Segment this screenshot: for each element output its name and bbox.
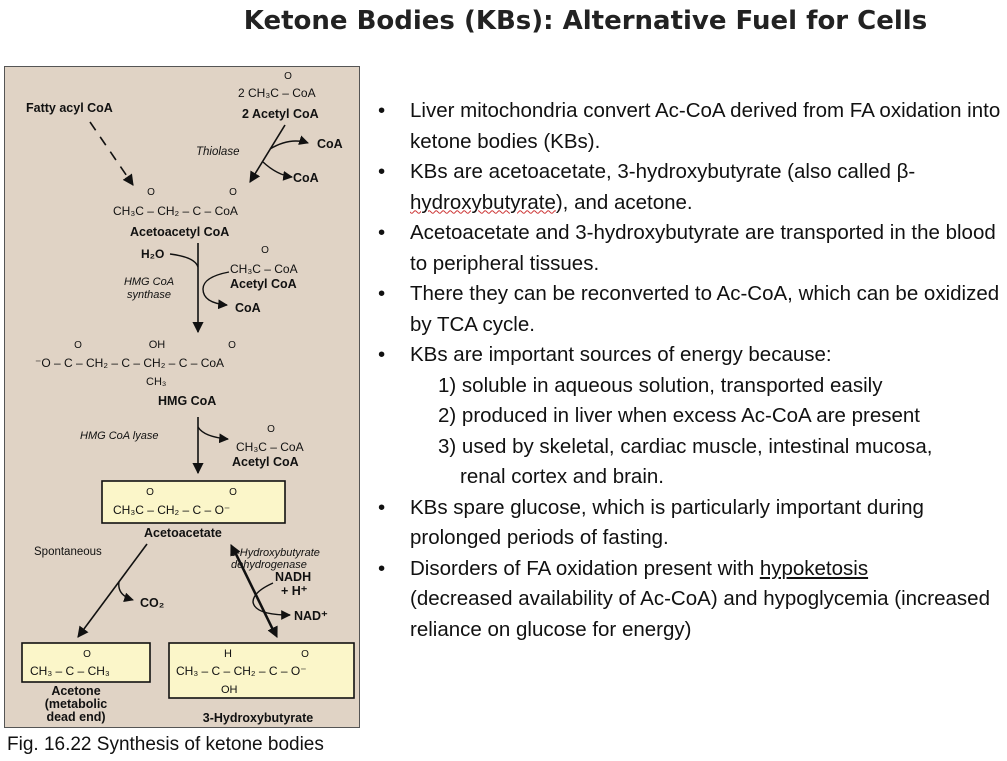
- hb-formula: CH₃ – C – CH₂ – C – O⁻: [176, 664, 307, 678]
- acetone-label-3: dead end): [46, 710, 105, 724]
- bullet-text: There they can be reconverted to Ac-CoA,…: [410, 282, 1000, 336]
- bullet-text: KBs are acetoacetate, 3-hydroxybutyrate …: [410, 160, 916, 183]
- hmg-formula: ⁻O – C – CH₂ – C – CH₂ – C – CoA: [35, 356, 224, 370]
- dehydrogenase-arrow-reverse: [235, 552, 278, 639]
- bullet-text-spellcheck: hypoketosis: [759, 556, 869, 580]
- acetyl-formula-2: CH₃C – CoA: [236, 440, 304, 454]
- hb-oh-label: OH: [221, 684, 238, 696]
- page-title: Ketone Bodies (KBs): Alternative Fuel fo…: [0, 6, 1007, 36]
- bullet-item: Acetoacetate and 3-hydroxybutyrate are t…: [378, 218, 1003, 279]
- water-label: H₂O: [141, 247, 164, 261]
- two-acetyl-formula: 2 CH₃C – CoA: [238, 86, 316, 100]
- acetyl-label-1: Acetyl CoA: [230, 277, 297, 291]
- coa-release-arrow-2: [262, 161, 293, 181]
- hmg-oh-label: OH: [149, 339, 166, 351]
- coa-label-2: CoA: [293, 171, 319, 185]
- bullet-list: Liver mitochondria convert Ac-CoA derive…: [378, 96, 1003, 645]
- bullet-item: Disorders of FA oxidation present with h…: [378, 554, 1003, 646]
- oxygen-label: O: [229, 187, 237, 198]
- spontaneous-arrow: [77, 543, 148, 638]
- coa-release-arrow: [269, 135, 309, 150]
- hmg-label: HMG CoA: [158, 394, 216, 408]
- bullet-text: Liver mitochondria convert Ac-CoA derive…: [410, 99, 1001, 153]
- dehydrogenase-label: 3-Hydroxybutyrate: [230, 547, 320, 559]
- co2-arrow: [118, 581, 134, 603]
- oxygen-label: O: [147, 187, 155, 198]
- hb-h-label: H: [224, 648, 232, 660]
- acetoacetyl-label: Acetoacetyl CoA: [130, 225, 229, 239]
- acetyl-formula-1: CH₃C – CoA: [230, 262, 298, 276]
- bullet-item: KBs are important sources of energy beca…: [378, 340, 1003, 493]
- fatty-acyl-label: Fatty acyl CoA: [26, 101, 113, 115]
- dehydrogenase-label-2: dehydrogenase: [231, 559, 307, 571]
- hmg-ch3-label: CH₃: [146, 376, 166, 388]
- bullet-item: KBs spare glucose, which is particularly…: [378, 493, 1003, 554]
- water-in-arrow: [169, 253, 199, 268]
- thiolase-label: Thiolase: [196, 146, 239, 158]
- acetone-label-2: (metabolic: [45, 697, 108, 711]
- bullet-text: Acetoacetate and 3-hydroxybutyrate are t…: [410, 221, 996, 275]
- hmg-synthase-label: HMG CoA: [124, 276, 174, 288]
- acetyl-coa-out-arrow: [197, 426, 229, 444]
- acetone-formula: CH₃ – C – CH₃: [30, 664, 110, 678]
- hydroxybutyrate-label: 3-Hydroxybutyrate: [203, 711, 313, 725]
- acetoacetate-formula: CH₃C – CH₂ – C – O⁻: [113, 503, 230, 517]
- sub-item: 1) soluble in aqueous solution, transpor…: [438, 373, 883, 397]
- spontaneous-label: Spontaneous: [34, 546, 102, 558]
- oxygen-label: O: [146, 487, 154, 498]
- figure-caption: Fig. 16.22 Synthesis of ketone bodies: [7, 734, 324, 755]
- oxygen-label: O: [228, 340, 236, 351]
- title-text: Ketone Bodies (KBs): Alternative Fuel fo…: [243, 6, 928, 36]
- acetyl-label-2: Acetyl CoA: [232, 455, 299, 469]
- bullet-text: (decreased availability of Ac-CoA) and h…: [410, 587, 990, 641]
- bullet-item: KBs are acetoacetate, 3-hydroxybutyrate …: [378, 157, 1003, 218]
- hmg-lyase-label: HMG CoA lyase: [80, 430, 158, 442]
- bullet-text: KBs are important sources of energy beca…: [410, 343, 832, 366]
- oxygen-label: O: [301, 649, 309, 660]
- bullet-text: Disorders of FA oxidation present with: [410, 556, 760, 580]
- hydroxybutyrate-box: [168, 642, 355, 699]
- acetone-box: [21, 642, 151, 683]
- acetoacetyl-formula: CH₃C – CH₂ – C – CoA: [113, 204, 238, 218]
- acetone-label: Acetone: [51, 684, 100, 698]
- ketone-synthesis-figure: Fatty acyl CoA O 2 CH₃C – CoA 2 Acetyl C…: [4, 66, 360, 728]
- oxygen-label: O: [74, 340, 82, 351]
- oxygen-label: O: [83, 649, 91, 660]
- nadh-label: NADH: [275, 570, 311, 584]
- bullet-text: ), and acetone.: [555, 190, 693, 214]
- two-acetyl-label: 2 Acetyl CoA: [242, 107, 319, 121]
- nad-label: NAD⁺: [294, 609, 328, 623]
- sub-item-continued: renal cortex and brain.: [460, 465, 664, 488]
- bullet-text-spellcheck: hydroxybutyrate: [410, 190, 556, 214]
- hmg-synthase-label-2: synthase: [127, 289, 171, 301]
- acetyl-coa-in-out-arrow: [202, 271, 230, 310]
- coa-label-3: CoA: [235, 301, 261, 315]
- oxygen-label: O: [261, 245, 269, 256]
- pathway-diagram: Fatty acyl CoA O 2 CH₃C – CoA 2 Acetyl C…: [21, 71, 355, 725]
- sub-item: 3) used by skeletal, cardiac muscle, int…: [438, 434, 933, 458]
- bullet-item: There they can be reconverted to Ac-CoA,…: [378, 279, 1003, 340]
- nadh-to-nad-arrow: [252, 582, 291, 620]
- dehydrogenase-arrow: [230, 543, 276, 636]
- oxygen-label: O: [267, 424, 275, 435]
- bullet-text: KBs spare glucose, which is particularly…: [410, 495, 924, 550]
- bullet-item: Liver mitochondria convert Ac-CoA derive…: [378, 96, 1003, 157]
- sub-item: 2) produced in liver when excess Ac-CoA …: [438, 404, 921, 427]
- oxygen-label: O: [229, 487, 237, 498]
- co2-label: CO₂: [140, 596, 164, 610]
- beta-oxidation-arrow: [89, 121, 134, 186]
- thiolase-arrow: [249, 124, 286, 183]
- oxygen-label: O: [284, 71, 292, 82]
- coa-label-1: CoA: [317, 137, 343, 151]
- acetoacetate-box: [101, 480, 286, 524]
- hplus-label: + H⁺: [281, 584, 308, 598]
- acetoacetate-label: Acetoacetate: [144, 526, 222, 540]
